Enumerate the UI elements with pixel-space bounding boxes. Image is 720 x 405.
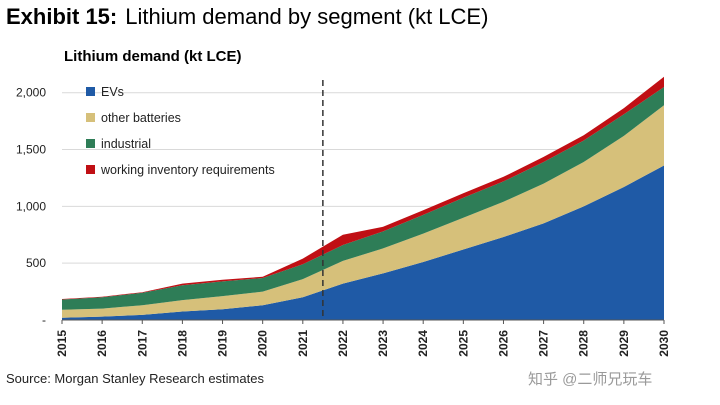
watermark: 知乎 @二师兄玩车 bbox=[528, 371, 653, 388]
x-tick-label: 2026 bbox=[496, 330, 510, 357]
legend-swatch bbox=[86, 165, 95, 174]
series-area-1 bbox=[62, 105, 664, 318]
x-tick-label: 2021 bbox=[296, 330, 310, 357]
y-tick-label: 2,000 bbox=[16, 86, 46, 100]
x-tick-label: 2016 bbox=[95, 330, 109, 357]
x-tick-label: 2027 bbox=[537, 330, 551, 357]
x-tick-label: 2025 bbox=[456, 330, 470, 357]
legend: EVs other batteries industrial working inve… bbox=[86, 85, 275, 177]
exhibit-title: Exhibit 15: Lithium demand by segment (kt… bbox=[6, 4, 488, 30]
x-tick-label: 2024 bbox=[416, 330, 430, 357]
exhibit-heading: Lithium demand by segment (kt LCE) bbox=[125, 4, 489, 29]
y-tick-label: 1,500 bbox=[16, 143, 46, 157]
x-tick-label: 2015 bbox=[55, 330, 69, 357]
x-tick-label: 2022 bbox=[336, 330, 350, 357]
legend-swatch bbox=[86, 87, 95, 96]
chart-title: Lithium demand (kt LCE) bbox=[64, 48, 242, 65]
x-tick-label: 2017 bbox=[135, 330, 149, 357]
source-note: Source: Morgan Stanley Research estimate… bbox=[6, 371, 264, 386]
legend-swatch bbox=[86, 113, 95, 122]
x-tick-label: 2020 bbox=[256, 330, 270, 357]
legend-label: industrial bbox=[101, 137, 151, 151]
legend-label: working inventory requirements bbox=[100, 163, 275, 177]
areas bbox=[62, 76, 664, 320]
legend-label: EVs bbox=[101, 85, 124, 99]
series-area-0 bbox=[62, 165, 664, 320]
axes: - 500 1,000 1,500 2,000 2015 2016 2017 2018 2019 2… bbox=[16, 80, 671, 357]
x-tick-label: 2030 bbox=[657, 330, 671, 357]
x-tick-label: 2028 bbox=[577, 330, 591, 357]
x-tick-label: 2019 bbox=[216, 330, 230, 357]
y-tick-label: - bbox=[42, 313, 46, 327]
exhibit-label: Exhibit 15: bbox=[6, 4, 118, 29]
y-tick-label: 1,000 bbox=[16, 199, 46, 213]
legend-swatch bbox=[86, 139, 95, 148]
x-tick-label: 2029 bbox=[617, 330, 631, 357]
legend-label: other batteries bbox=[101, 111, 181, 125]
x-tick-label: 2018 bbox=[175, 330, 189, 357]
y-tick-label: 500 bbox=[26, 256, 46, 270]
x-tick-label: 2023 bbox=[376, 330, 390, 357]
